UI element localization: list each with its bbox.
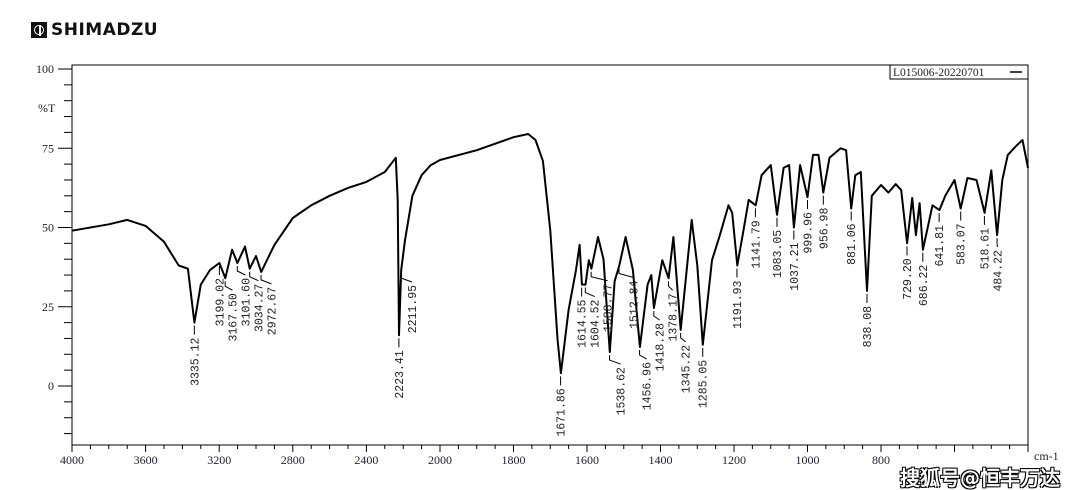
x-axis-label: cm-1: [1034, 449, 1059, 463]
peak-label: 1191.93: [732, 280, 745, 328]
peak-label: 484.22: [992, 250, 1005, 292]
y-tick-label: 0: [48, 379, 54, 393]
x-tick-label: 1200: [722, 453, 746, 467]
y-tick-label: 25: [42, 300, 54, 314]
y-tick-label: 75: [42, 141, 54, 155]
y-tick-label: 50: [42, 221, 54, 235]
peak-leader-line: [681, 333, 686, 342]
x-tick-label: 1600: [575, 453, 599, 467]
peak-label: 729.20: [902, 258, 915, 300]
x-tick-label: 2400: [354, 453, 378, 467]
peak-label: 518.61: [979, 228, 992, 270]
peak-label: 1037.21: [789, 242, 802, 290]
x-tick-label: 1800: [502, 453, 526, 467]
peak-label: 2223.41: [394, 350, 407, 398]
peak-leader-line: [669, 281, 673, 290]
peak-label: 686.22: [918, 265, 931, 307]
peak-label: 3335.12: [189, 338, 202, 386]
peak-label: 3034.27: [253, 284, 266, 332]
peak-label: 1512.84: [629, 280, 642, 328]
x-tick-label: 4000: [60, 453, 84, 467]
legend: L015006-20220701: [890, 65, 1028, 79]
peak-leader-line: [654, 311, 660, 320]
peak-label: 881.06: [846, 223, 859, 265]
spectrum-line: [72, 134, 1028, 373]
peak-leader-line: [237, 266, 245, 275]
peak-leader-line: [610, 355, 621, 364]
peak-label: 641.81: [934, 225, 947, 267]
peak-label: 1456.96: [642, 362, 655, 410]
plot-frame: [72, 65, 1028, 445]
peak-leader-line: [401, 273, 412, 282]
x-tick-label: 2800: [281, 453, 305, 467]
peak-label: 1671.86: [556, 388, 569, 436]
peak-label: 1614.55: [577, 299, 590, 347]
x-tick-label: 1400: [649, 453, 673, 467]
watermark: 搜狐号@恒丰万达: [900, 467, 1060, 489]
peak-leader-line: [261, 275, 271, 284]
legend-label: L015006-20220701: [893, 67, 985, 79]
peak-label: 1378.17: [668, 293, 681, 341]
peak-label: 999.96: [803, 212, 816, 254]
x-tick-label: 1000: [796, 453, 820, 467]
peak-label: 1604.52: [590, 299, 603, 347]
x-tick-label: 3600: [134, 453, 158, 467]
y-tick-label: 100: [36, 62, 54, 76]
peak-label: 3101.60: [240, 278, 253, 326]
peak-label: 2972.67: [266, 287, 279, 335]
peak-label: 1588.77: [603, 284, 616, 332]
peak-label: 1538.62: [616, 367, 629, 415]
peak-label: 1083.05: [772, 230, 785, 278]
peak-label: 1345.22: [681, 345, 694, 393]
peak-label: 1418.28: [655, 323, 668, 371]
peak-leader-line: [640, 350, 647, 359]
peak-label: 3167.50: [227, 293, 240, 341]
x-tick-label: 2000: [428, 453, 452, 467]
peak-label: 1141.79: [750, 220, 763, 268]
x-tick-label: 3200: [207, 453, 231, 467]
peak-label: 2211.95: [407, 285, 420, 333]
peak-label: 583.07: [956, 223, 969, 264]
x-tick-label: 800: [872, 453, 890, 467]
peak-label: 1285.05: [698, 360, 711, 408]
y-axis-label: %T: [38, 101, 56, 115]
peak-leader-line: [619, 269, 634, 278]
peak-leader-line: [585, 288, 594, 297]
peak-label: 838.08: [862, 306, 875, 348]
peak-label: 956.98: [818, 208, 831, 250]
